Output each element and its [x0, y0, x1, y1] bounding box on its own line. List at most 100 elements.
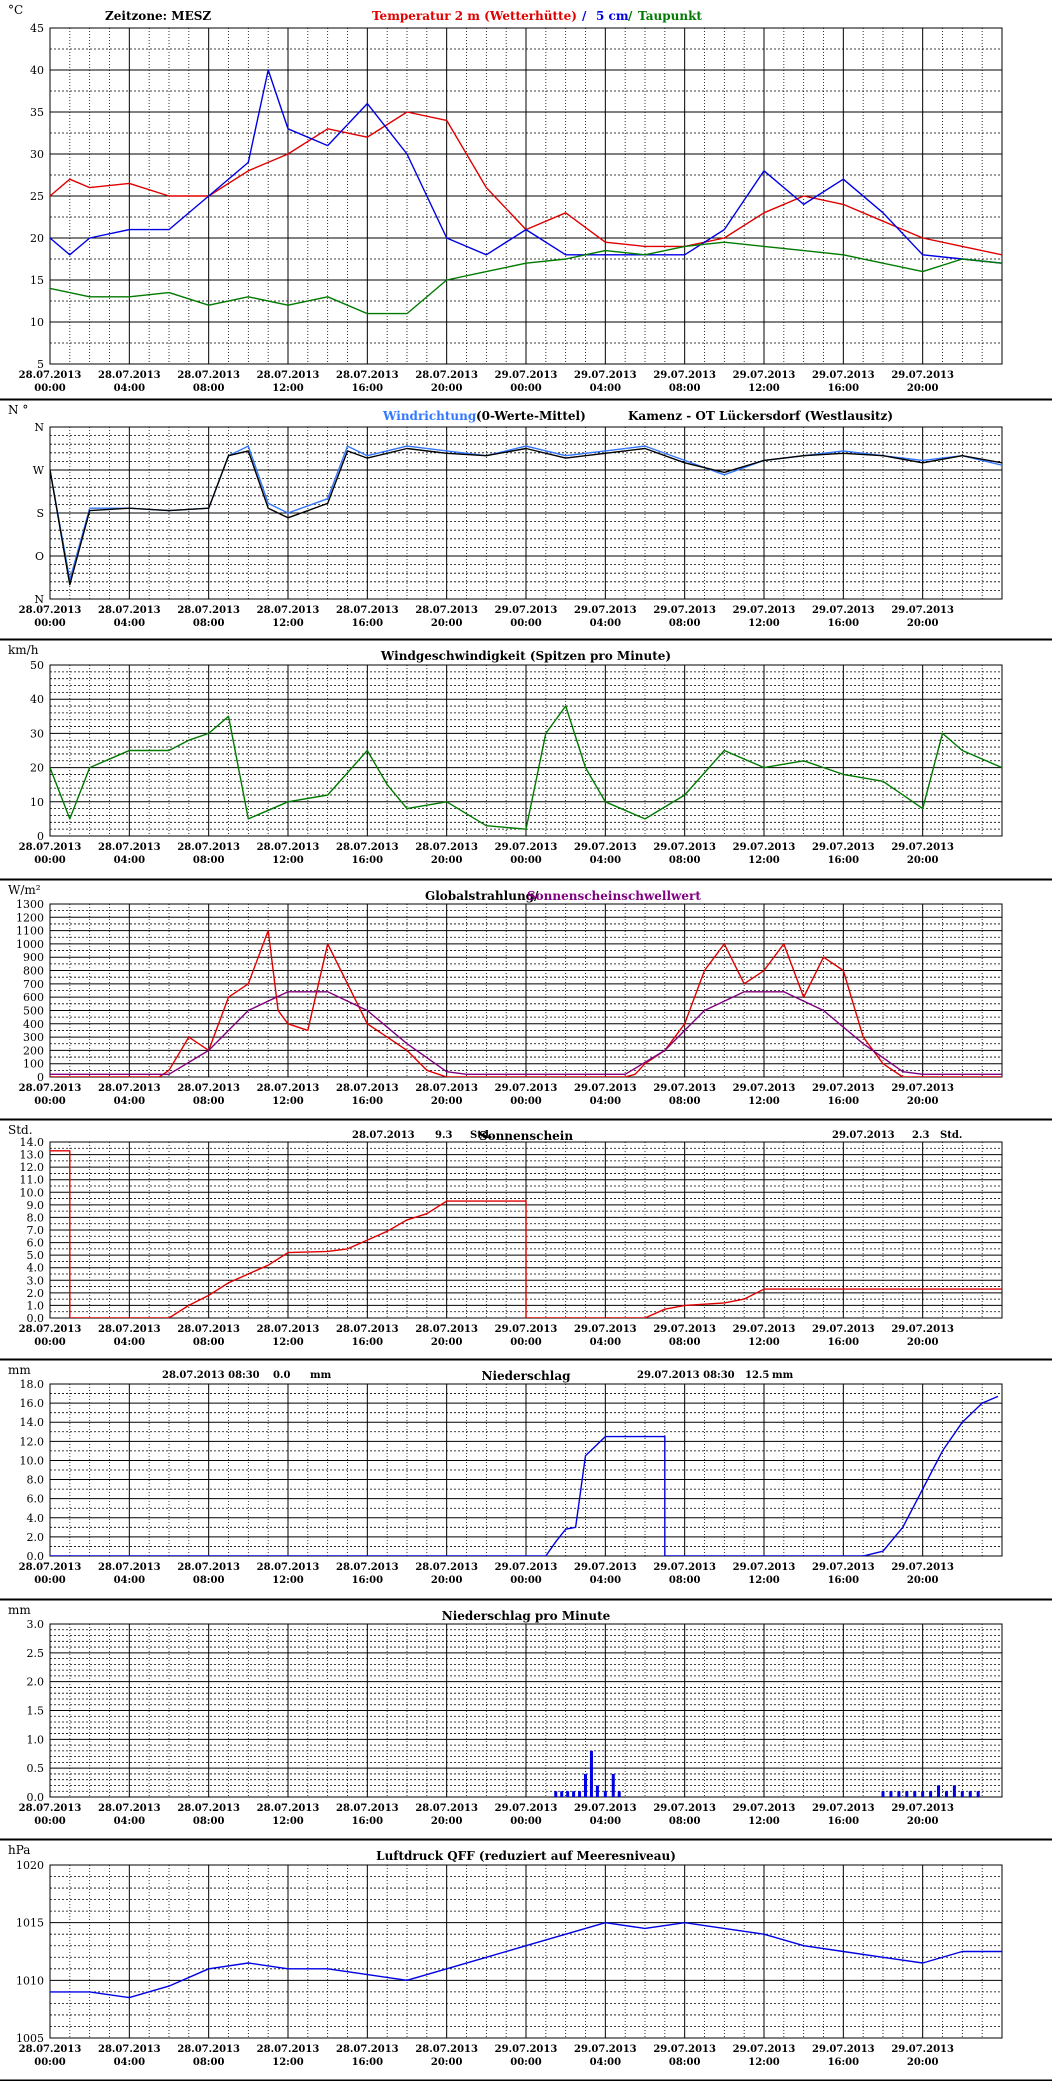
x-tick-label: 29.07.2013	[495, 370, 558, 381]
summary-unit-1: Std.	[470, 1130, 492, 1141]
x-tick-label: 12:00	[748, 2057, 780, 2068]
series-group	[50, 1395, 999, 1556]
unit-label: N °	[8, 403, 28, 417]
x-tick-label: 29.07.2013	[653, 842, 716, 853]
title-zeitzone: Zeitzone: MESZ	[105, 9, 211, 23]
x-tick-label: 08:00	[193, 1096, 225, 1107]
x-tick-label: 29.07.2013	[891, 842, 954, 853]
x-tick-label: 20:00	[907, 1096, 939, 1107]
chart-title: Windgeschwindigkeit (Spitzen pro Minute)	[380, 649, 671, 663]
x-tick-label: 12:00	[272, 618, 304, 629]
y-tick-label: 1100	[16, 925, 44, 938]
x-tick-label: 16:00	[828, 1575, 860, 1586]
panel-3: 0 10 20 30 40 50 km/h 28.07.2013 00:00 28.07.2013…	[0, 643, 1052, 881]
bar	[566, 1791, 570, 1797]
x-tick-label: 04:00	[114, 618, 146, 629]
summary-unit-2: mm	[772, 1370, 794, 1381]
x-tick-label: 28.07.2013	[257, 1083, 320, 1094]
x-tick-label: 29.07.2013	[812, 370, 875, 381]
x-tick-label: 16:00	[352, 1575, 384, 1586]
bar	[611, 1773, 615, 1797]
series-line-1	[50, 705, 1002, 830]
summary-date-2: 29.07.2013 08:30	[637, 1370, 735, 1381]
bar	[572, 1791, 576, 1797]
series-group	[50, 445, 1002, 586]
x-tick-label: 00:00	[34, 1096, 66, 1107]
x-tick-label: 28.07.2013	[19, 1803, 82, 1814]
x-tick-label: 29.07.2013	[733, 2044, 796, 2055]
series-line-1	[50, 1921, 1002, 1999]
x-tick-label: 28.07.2013	[98, 1803, 161, 1814]
x-tick-label: 29.07.2013	[653, 370, 716, 381]
y-tick-label: 20	[30, 762, 44, 775]
x-tick-label: 00:00	[34, 2057, 66, 2068]
x-tick-label: 28.07.2013	[98, 370, 161, 381]
x-tick-label: 29.07.2013	[574, 605, 637, 616]
x-tick-label: 28.07.2013	[257, 605, 320, 616]
y-tick-label: 4.0	[27, 1512, 45, 1525]
x-tick-label: 20:00	[431, 1096, 463, 1107]
series-group	[50, 1150, 1002, 1318]
x-tick-label: 12:00	[272, 2057, 304, 2068]
x-tick-label: 28.07.2013	[336, 1324, 399, 1335]
x-tick-label: 29.07.2013	[574, 2044, 637, 2055]
x-tick-label: 28.07.2013	[19, 1562, 82, 1573]
title-station: Kamenz - OT Lückersdorf (Westlausitz)	[628, 409, 893, 423]
y-tick-label: 5.0	[27, 1249, 45, 1262]
x-tick-label: 08:00	[669, 855, 701, 866]
title-globalstrahlung: Globalstrahlung/	[425, 889, 539, 903]
unit-label: km/h	[8, 643, 39, 657]
x-tick-label: 28.07.2013	[19, 1324, 82, 1335]
series-group	[50, 929, 1002, 1077]
x-tick-label: 12:00	[748, 1337, 780, 1348]
title-windrichtung: Windrichtung	[382, 409, 477, 423]
series-group	[50, 1921, 1002, 1999]
y-tick-label: 0.0	[27, 1312, 45, 1325]
y-tick-label: S	[36, 507, 44, 520]
x-tick-label: 29.07.2013	[733, 1083, 796, 1094]
y-tick-label: 1020	[16, 1859, 44, 1872]
x-tick-label: 28.07.2013	[177, 1324, 240, 1335]
x-tick-label: 29.07.2013	[812, 1324, 875, 1335]
bar	[976, 1791, 980, 1797]
bar	[929, 1791, 933, 1797]
panel-5: 0.01.02.03.04.05.06.07.08.09.010.011.012…	[0, 1123, 1052, 1361]
title-series-2: 5 cm	[596, 9, 629, 23]
chart-title: Sonnenschein	[479, 1129, 573, 1143]
y-tick-label: N	[34, 593, 44, 606]
y-tick-label: 1.0	[27, 1299, 45, 1312]
y-tick-label: 1.5	[27, 1705, 45, 1718]
x-tick-label: 28.07.2013	[177, 1562, 240, 1573]
bar	[913, 1791, 917, 1797]
y-tick-label: 6.0	[27, 1493, 45, 1506]
y-tick-label: 700	[23, 978, 44, 991]
x-tick-label: 12:00	[272, 1816, 304, 1827]
x-tick-label: 28.07.2013	[19, 842, 82, 853]
y-tick-label: 1200	[16, 911, 44, 924]
x-tick-label: 28.07.2013	[336, 605, 399, 616]
x-tick-label: 00:00	[510, 855, 542, 866]
x-tick-label: 16:00	[828, 855, 860, 866]
x-tick-label: 29.07.2013	[812, 1803, 875, 1814]
series-line-2	[50, 991, 1002, 1076]
x-tick-label: 29.07.2013	[812, 1562, 875, 1573]
y-tick-label: 1300	[16, 898, 44, 911]
x-tick-label: 04:00	[114, 1575, 146, 1586]
x-tick-label: 00:00	[510, 1337, 542, 1348]
x-tick-label: 28.07.2013	[415, 1083, 478, 1094]
x-tick-label: 12:00	[272, 1096, 304, 1107]
x-tick-label: 08:00	[193, 2057, 225, 2068]
x-tick-label: 29.07.2013	[495, 1803, 558, 1814]
y-tick-label: 10.0	[20, 1454, 45, 1467]
y-tick-label: 18.0	[20, 1378, 45, 1391]
x-tick-label: 29.07.2013	[812, 842, 875, 853]
bar	[937, 1785, 941, 1797]
x-tick-label: 20:00	[431, 855, 463, 866]
panel-1: 5 10 15 20 25 30 35 40 45 °C 28.07.2013 00:00 28.07.…	[0, 3, 1052, 401]
x-tick-label: 29.07.2013	[653, 2044, 716, 2055]
x-tick-label: 29.07.2013	[891, 370, 954, 381]
x-tick-label: 08:00	[669, 383, 701, 394]
unit-label: W/m²	[8, 883, 41, 897]
y-tick-label: 600	[23, 991, 44, 1004]
x-tick-label: 28.07.2013	[98, 1083, 161, 1094]
